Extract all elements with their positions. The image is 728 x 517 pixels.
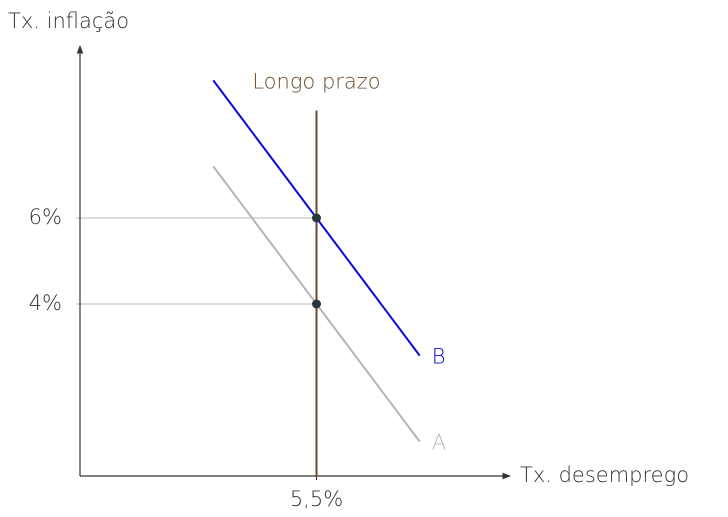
- y-axis-label: Tx. inflação: [8, 9, 129, 33]
- point: [312, 299, 321, 309]
- series-label: B: [432, 345, 446, 369]
- y-tick-label: 6%: [29, 205, 62, 229]
- point: [312, 213, 321, 223]
- x-tick-label: 5,5%: [290, 487, 343, 511]
- series-label: A: [432, 431, 446, 455]
- x-axis-label: Tx. desemprego: [520, 463, 689, 487]
- series-label: Longo prazo: [252, 70, 380, 94]
- y-tick-label: 4%: [29, 291, 62, 315]
